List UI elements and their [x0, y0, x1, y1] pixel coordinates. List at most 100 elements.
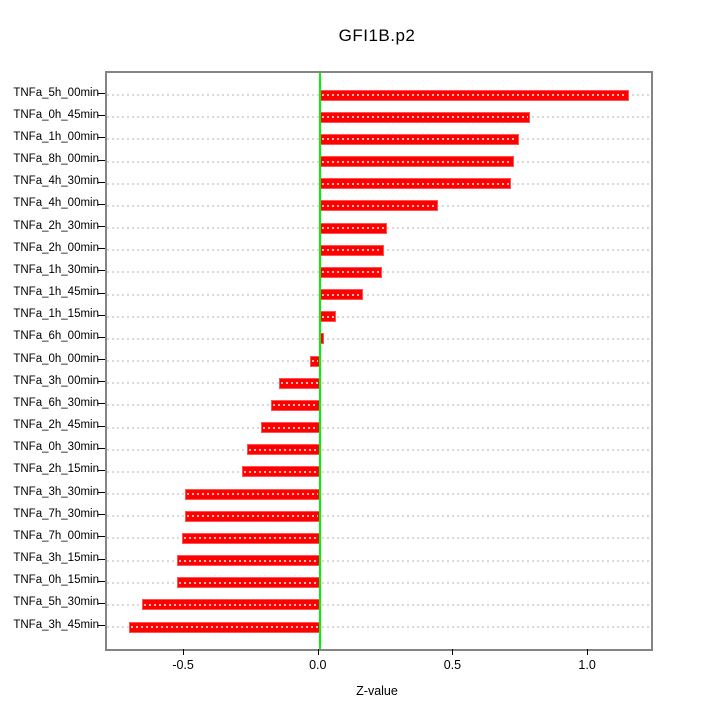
bar [182, 532, 320, 544]
bar [319, 222, 388, 234]
bar-dash-pattern [179, 581, 318, 584]
y-axis-label: TNFa_8h_00min [13, 153, 99, 165]
y-axis-label: TNFa_2h_15min [13, 463, 99, 476]
y-axis-tick [98, 226, 105, 228]
grid-line [107, 581, 651, 584]
bar-dash-pattern [187, 515, 318, 518]
x-axis-tick-label: 0.0 [309, 658, 327, 672]
y-axis-tick [98, 536, 105, 538]
grid-line [107, 448, 651, 451]
grid-line [107, 493, 651, 496]
y-axis-label: TNFa_1h_15min [13, 308, 99, 321]
y-axis-label: TNFa_2h_45min [13, 419, 99, 432]
grid-line [107, 360, 651, 363]
y-axis-label: TNFa_4h_30min [13, 175, 99, 188]
y-axis-tick [98, 159, 105, 161]
grid-line [107, 337, 651, 340]
grid-line [107, 626, 651, 629]
bar-dash-pattern [179, 559, 318, 562]
y-axis-label: TNFa_3h_30min [13, 485, 99, 498]
y-axis-label: TNFa_2h_30min [13, 219, 99, 232]
y-axis-tick [98, 137, 105, 139]
y-axis-label: TNFa_2h_00min [13, 241, 99, 254]
y-axis-tick [98, 558, 105, 560]
y-axis-tick [98, 93, 105, 94]
y-axis-tick [98, 203, 105, 205]
bar [319, 89, 630, 101]
bar-dash-pattern [321, 138, 518, 141]
bar-dash-pattern [144, 603, 318, 606]
y-axis-label: TNFa_3h_45min [13, 618, 99, 631]
grid-line [107, 382, 651, 385]
x-axis-tick [183, 649, 185, 655]
y-axis-label: TNFa_0h_30min [13, 441, 99, 454]
y-axis-label: TNFa_7h_30min [13, 507, 99, 520]
y-axis-tick [98, 181, 105, 183]
zero-baseline [318, 73, 321, 649]
y-axis-label: TNFa_0h_45min [13, 108, 99, 121]
y-axis-tick [98, 292, 105, 294]
y-axis-label: TNFa_1h_00min [13, 130, 99, 143]
bar [319, 178, 511, 190]
x-axis-tick-label: 1.0 [578, 658, 596, 672]
bar [177, 555, 320, 567]
bar [319, 156, 514, 167]
y-axis-tick [98, 270, 105, 272]
bar-dash-pattern [321, 315, 334, 318]
bar-dash-pattern [321, 293, 361, 296]
grid-line [107, 515, 651, 518]
bar-dash-pattern [321, 116, 528, 119]
x-axis: -0.5 0.0 0.5 1.0 [105, 649, 649, 679]
bar-dash-pattern [321, 227, 386, 229]
bar [271, 399, 320, 411]
grid-line [107, 603, 651, 606]
bar-dash-pattern [262, 426, 318, 429]
y-axis-tick [98, 115, 105, 117]
grid-line [107, 559, 651, 562]
bar [319, 133, 520, 145]
y-axis-label: TNFa_6h_00min [13, 330, 99, 343]
bar-dash-pattern [321, 94, 628, 96]
bar [185, 488, 320, 500]
plot-area [105, 71, 653, 651]
chart-title: GFI1B.p2 [338, 26, 416, 45]
y-axis-tick [98, 248, 105, 250]
bar-dash-pattern [184, 537, 318, 540]
bar-dash-pattern [187, 493, 318, 496]
grid-line [107, 470, 651, 473]
bar [247, 444, 320, 456]
grid-line [107, 537, 651, 540]
y-axis-tick [98, 447, 105, 449]
y-axis-tick [98, 359, 105, 361]
y-axis-tick [98, 514, 105, 516]
bar [128, 621, 320, 633]
y-axis-label: TNFa_5h_00min [13, 86, 99, 99]
y-axis-label: TNFa_6h_30min [13, 396, 99, 409]
grid-line [107, 426, 651, 429]
grid-line [107, 315, 651, 318]
bar-dash-pattern [321, 160, 512, 163]
bar [319, 311, 336, 323]
bar-dash-pattern [243, 470, 318, 473]
y-axis-tick [98, 625, 105, 627]
bar [319, 266, 382, 278]
x-axis-tick [587, 649, 589, 655]
bar-dash-pattern [321, 182, 509, 185]
y-axis-label: TNFa_5h_30min [13, 596, 99, 609]
y-axis-tick [98, 425, 105, 427]
x-axis-title: Z-value [356, 684, 398, 698]
x-axis-tick [317, 649, 319, 655]
y-axis-label: TNFa_3h_00min [13, 374, 99, 387]
bar-dash-pattern [273, 404, 318, 407]
bar-dash-pattern [321, 271, 380, 274]
bar [279, 377, 320, 389]
y-axis-tick [98, 580, 105, 582]
bar [319, 244, 385, 256]
bar-dash-pattern [321, 204, 437, 207]
y-axis-label: TNFa_1h_45min [13, 286, 99, 299]
y-axis-label: TNFa_0h_00min [13, 352, 99, 365]
y-axis-tick [98, 381, 105, 383]
x-axis-tick [452, 649, 454, 655]
x-axis-tick-label: 0.5 [443, 658, 462, 672]
y-axis-tick [98, 314, 105, 316]
